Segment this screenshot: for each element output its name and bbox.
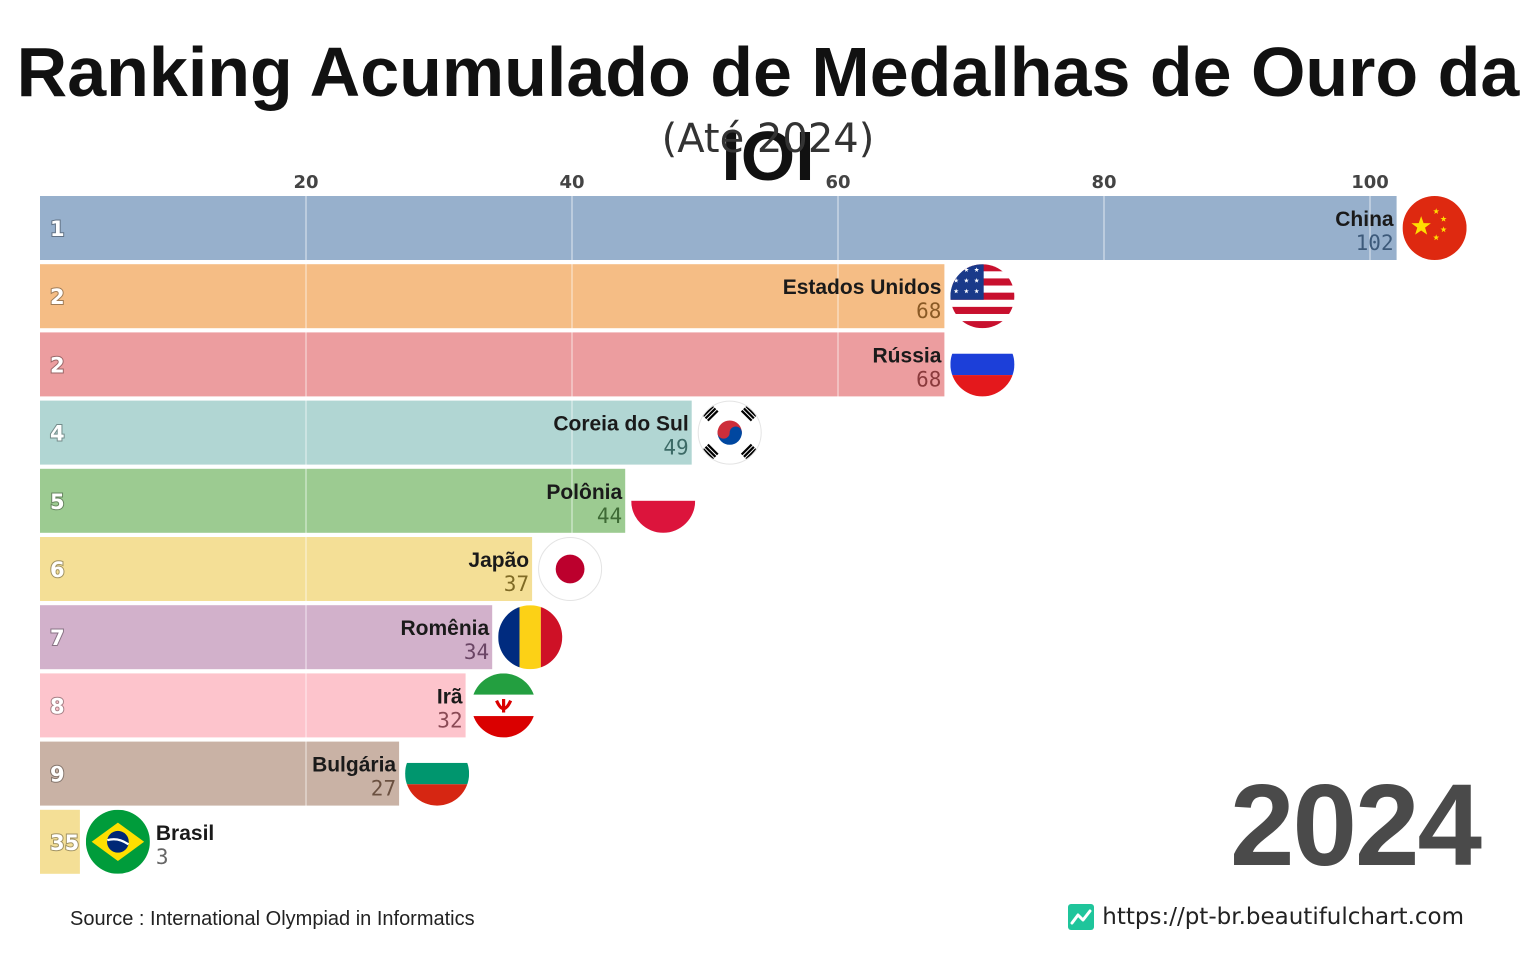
russia-flag-icon: [950, 332, 1015, 397]
romania-flag-icon: [498, 605, 563, 670]
source-note: Source : International Olympiad in Infor…: [70, 908, 475, 930]
value-label: 68: [916, 299, 941, 323]
country-name: Estados Unidos: [783, 276, 942, 299]
value-label: 32: [437, 708, 462, 732]
year-label: 2024: [1229, 760, 1482, 890]
country-name: Coreia do Sul: [553, 413, 688, 436]
bar: [40, 196, 1397, 260]
country-name: Polônia: [546, 481, 622, 504]
value-label: 34: [464, 640, 489, 664]
value-label: 49: [663, 436, 688, 460]
x-tick-label: 40: [559, 172, 584, 193]
china-flag-icon: [1402, 196, 1467, 260]
rank-label: 8: [50, 694, 65, 718]
country-name: Brasil: [156, 822, 214, 845]
rank-label: 2: [50, 353, 65, 377]
bar: [40, 468, 626, 533]
x-tick-label: 80: [1091, 172, 1116, 193]
bar: [40, 809, 80, 874]
value-label: 68: [916, 367, 941, 391]
rank-label: 9: [50, 763, 65, 787]
chart-logo-icon: [1068, 904, 1095, 930]
japan-flag-icon: [538, 537, 603, 601]
rank-label: 7: [50, 626, 65, 650]
bar: [40, 332, 945, 397]
usa-flag-icon: [950, 264, 1015, 329]
rank-label: 1: [50, 217, 65, 241]
poland-flag-icon: [631, 468, 696, 533]
x-axis-ticks: 20 40 60 80 100: [293, 172, 1388, 193]
country-name: Bulgária: [312, 754, 396, 777]
value-label: 102: [1356, 231, 1394, 255]
iran-flag-icon: [471, 673, 536, 738]
rank-label: 4: [50, 422, 65, 446]
value-label: 3: [156, 845, 169, 869]
bulgaria-flag-icon: [405, 741, 470, 806]
chart-title: Ranking Acumulado de Medalhas de Ouro da…: [16, 33, 1520, 195]
rank-label: 2: [50, 285, 65, 309]
country-name: Japão: [468, 549, 529, 572]
rank-label: 6: [50, 558, 65, 582]
bars: [40, 196, 1397, 874]
country-name: China: [1335, 208, 1394, 231]
bar: [40, 264, 945, 329]
website-link[interactable]: https://pt-br.beautifulchart.com: [1068, 904, 1464, 930]
gridlines: [305, 196, 1371, 874]
country-name: Rússia: [873, 344, 942, 367]
value-label: 37: [504, 572, 529, 596]
value-label: 44: [597, 504, 622, 528]
chart-subtitle: (Até 2024): [661, 116, 875, 162]
bar: [40, 673, 466, 738]
x-tick-label: 20: [293, 172, 318, 193]
website-url[interactable]: https://pt-br.beautifulchart.com: [1102, 904, 1464, 930]
bar: [40, 400, 692, 465]
rank-label: 35: [50, 831, 79, 855]
bar: [40, 537, 533, 601]
bar: [40, 741, 400, 806]
rank-label: 5: [50, 490, 65, 514]
bar: [40, 605, 493, 670]
south-korea-flag-icon: [697, 400, 762, 465]
value-label: 27: [371, 777, 396, 801]
country-name: Romênia: [401, 617, 490, 640]
brazil-flag-icon: [85, 809, 150, 874]
x-tick-label: 100: [1351, 172, 1389, 193]
country-name: Irã: [437, 685, 463, 708]
x-tick-label: 60: [825, 172, 850, 193]
